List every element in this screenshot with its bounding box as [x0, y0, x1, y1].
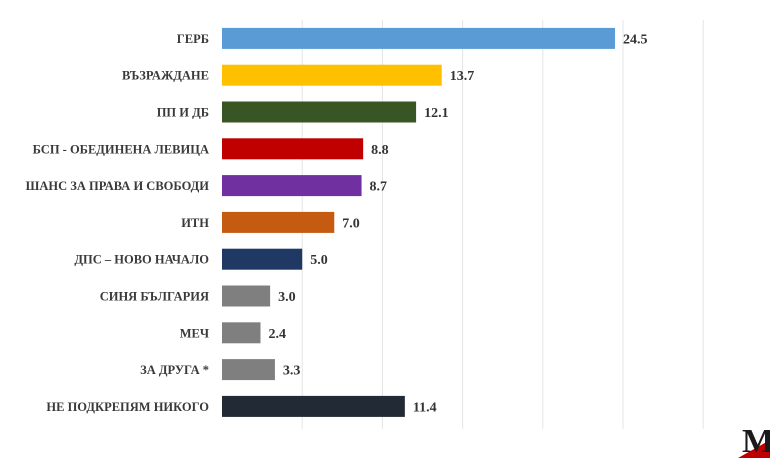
bar [222, 359, 275, 381]
category-label: ЗА ДРУГА * [140, 363, 209, 377]
value-label: 13.7 [450, 69, 475, 84]
bar [222, 248, 303, 270]
bar [222, 211, 335, 233]
bar [222, 175, 362, 197]
value-label: 2.4 [268, 327, 286, 342]
value-label: 12.1 [424, 106, 449, 121]
category-label: ВЪЗРАЖДАНЕ [122, 69, 209, 83]
category-label: ПП И ДБ [157, 106, 209, 120]
bar [222, 285, 271, 307]
bar [222, 101, 417, 123]
category-label: БСП - ОБЕДИНЕНА ЛЕВИЦА [33, 142, 209, 156]
value-label: 3.0 [278, 290, 296, 305]
value-label: 7.0 [342, 216, 360, 231]
value-label: 3.3 [283, 364, 301, 379]
category-label: МЕЧ [180, 326, 209, 340]
category-label: ШАНС ЗА ПРАВА И СВОБОДИ [26, 179, 210, 193]
value-label: 8.7 [370, 180, 388, 195]
bars: ГЕРБ 24.5 ВЪЗРАЖДАНЕ 13.7 ПП И ДБ 12.1 БСП - О… [26, 27, 648, 417]
bar [222, 138, 364, 160]
logo-letter: M [742, 423, 770, 460]
bar [222, 322, 261, 344]
value-label: 11.4 [413, 400, 437, 415]
value-label: 5.0 [310, 253, 328, 268]
category-label: НЕ ПОДКРЕПЯМ НИКОГО [46, 400, 209, 414]
bar [222, 27, 615, 49]
category-label: ИТН [181, 216, 209, 230]
value-label: 8.8 [371, 143, 389, 158]
bar [222, 64, 442, 86]
category-label: ГЕРБ [177, 32, 209, 46]
category-label: ДПС – НОВО НАЧАЛО [74, 253, 209, 267]
gridlines [301, 20, 704, 429]
bar [222, 395, 405, 417]
category-label: СИНЯ БЪЛГАРИЯ [100, 290, 209, 304]
value-label: 24.5 [623, 32, 648, 47]
logo-red-shape [738, 440, 770, 458]
logo: M [738, 423, 770, 460]
